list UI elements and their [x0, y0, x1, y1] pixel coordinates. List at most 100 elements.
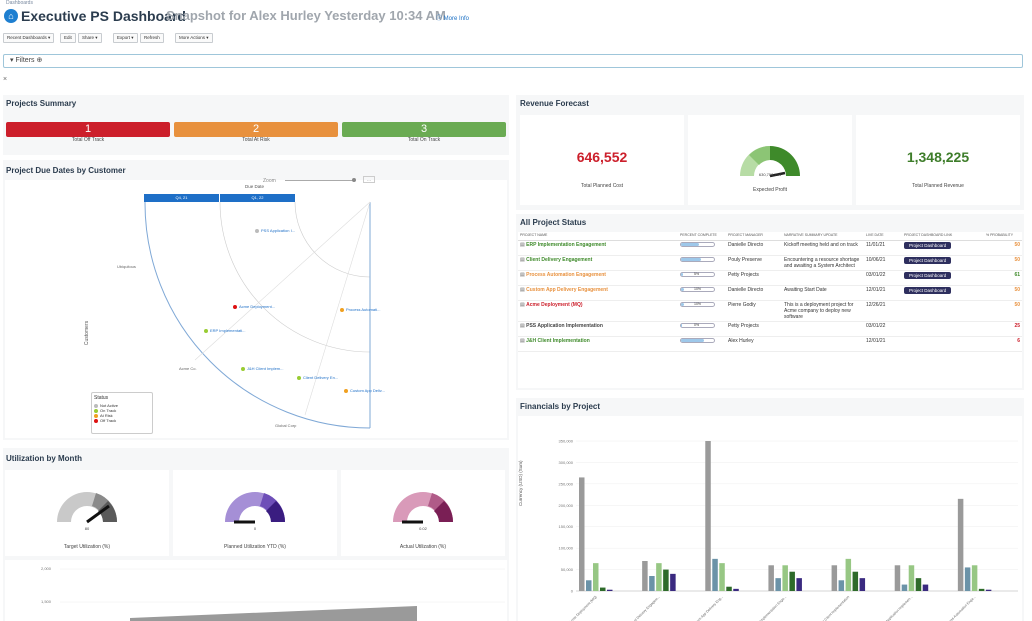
more-info-link[interactable]: ⓘ More Info — [436, 13, 469, 22]
financial-bar[interactable] — [719, 563, 725, 591]
table-row[interactable]: ▤ PSS Application Implementation 0% Petty … — [518, 321, 1022, 337]
table-row[interactable]: ▤ Process Automation Engagement 5% Petty P… — [518, 270, 1022, 286]
filters-bar[interactable]: ▾ Filters ⊕ — [3, 54, 1023, 68]
planned-revenue-card[interactable]: 1,348,225 Total Planned Revenue — [856, 115, 1020, 205]
financial-bar[interactable] — [656, 563, 662, 591]
zoom-slider[interactable] — [285, 180, 355, 181]
project-point[interactable]: PSS Application I... — [255, 228, 295, 233]
project-dashboard-button[interactable]: Project Dashboard — [904, 271, 952, 279]
column-header[interactable]: PROJECT NAME — [518, 232, 678, 241]
breadcrumb[interactable]: Dashboards — [6, 0, 33, 6]
column-header[interactable]: PROJECT DASHBOARD LINK — [902, 232, 984, 241]
kpi-at-risk[interactable]: 2 Total At Risk — [174, 122, 338, 143]
financial-bar[interactable] — [901, 584, 908, 591]
column-header[interactable]: % PROBABILITY — [984, 232, 1022, 241]
table-row[interactable]: ▤ Client Delivery Engagement Pouly Preser… — [518, 255, 1022, 271]
recent-dashboards-button[interactable]: Recent Dashboards ▾ — [3, 33, 55, 43]
legend-item[interactable]: Off Track — [94, 418, 150, 423]
project-name-link[interactable]: Acme Deployment (MQ) — [526, 301, 583, 308]
project-name-link[interactable]: J&H Client Implementation — [526, 337, 590, 344]
kpi-on-track[interactable]: 3 Total On Track — [342, 122, 506, 143]
project-name-cell[interactable]: ▤ Process Automation Engagement — [518, 270, 678, 286]
financial-bar[interactable] — [726, 586, 732, 591]
column-header[interactable]: PERCENT COMPLETE — [678, 232, 726, 241]
project-dashboard-button[interactable]: Project Dashboard — [904, 286, 952, 294]
planned-utilization-card[interactable]: 0 Planned Utilization YTD (%) — [173, 470, 337, 556]
financial-bar[interactable] — [733, 588, 739, 591]
project-name-link[interactable]: Custom App Delivery Engagement — [526, 286, 608, 293]
zoom-handle[interactable] — [352, 178, 356, 182]
financial-bar[interactable] — [789, 571, 795, 591]
kpi-off-track[interactable]: 1 Total Off Track — [6, 122, 170, 143]
financial-bar[interactable] — [705, 441, 711, 591]
table-row[interactable]: ▤ Acme Deployment (MQ) 10% Pierre Godiy Thi… — [518, 300, 1022, 322]
financial-bar[interactable] — [859, 578, 866, 591]
table-row[interactable]: ▤ J&H Client Implementation Alex Hurley 12… — [518, 336, 1022, 352]
actual-utilization-card[interactable]: 0.02 Actual Utilization (%) — [341, 470, 505, 556]
financial-bar[interactable] — [586, 580, 592, 591]
financial-bar[interactable] — [663, 569, 669, 591]
financial-bar[interactable] — [838, 580, 845, 591]
project-name-link[interactable]: ERP Implementation Engagement — [526, 241, 607, 248]
financial-bar[interactable] — [978, 588, 985, 591]
project-point[interactable]: Custom App Deliv... — [344, 388, 385, 393]
status-legend[interactable]: Status Not Active On Track At Risk Off T… — [91, 392, 153, 434]
project-name-cell[interactable]: ▤ Client Delivery Engagement — [518, 255, 678, 271]
table-row[interactable]: ▤ Custom App Delivery Engagement 10% Danie… — [518, 285, 1022, 301]
financial-bar[interactable] — [894, 565, 901, 591]
project-point[interactable]: Process Automati... — [340, 307, 380, 312]
project-dashboard-button[interactable]: Project Dashboard — [904, 256, 952, 264]
financial-bar[interactable] — [642, 561, 648, 591]
project-name-link[interactable]: Client Delivery Engagement — [526, 256, 593, 263]
financial-bar[interactable] — [670, 573, 676, 591]
financial-bar[interactable] — [600, 587, 606, 591]
financial-bar[interactable] — [593, 563, 599, 591]
export-button[interactable]: Export ▾ — [113, 33, 138, 43]
legend-item[interactable]: At Risk — [94, 413, 150, 418]
project-name-cell[interactable]: ▤ Acme Deployment (MQ) — [518, 300, 678, 322]
legend-item[interactable]: Not Active — [94, 403, 150, 408]
financial-bar[interactable] — [964, 567, 971, 591]
financial-bar[interactable] — [768, 565, 774, 591]
financial-bar[interactable] — [579, 477, 585, 591]
project-name-cell[interactable]: ▤ ERP Implementation Engagement — [518, 240, 678, 256]
legend-item[interactable]: On Track — [94, 408, 150, 413]
more-actions-button[interactable]: More Actions ▾ — [175, 33, 213, 43]
zoom-reset-button[interactable]: … — [363, 176, 375, 183]
financial-bar[interactable] — [985, 589, 992, 591]
financial-bar[interactable] — [922, 584, 929, 591]
financial-bar[interactable] — [831, 565, 838, 591]
financial-bar[interactable] — [782, 565, 788, 591]
financial-bar[interactable] — [971, 565, 978, 591]
refresh-button[interactable]: Refresh — [140, 33, 164, 43]
column-header[interactable]: LIVE DATE — [864, 232, 902, 241]
target-utilization-card[interactable]: 80 Target Utilization (%) — [5, 470, 169, 556]
column-header[interactable]: NARRATIVE SUMMARY UPDATE — [782, 232, 864, 241]
project-name-cell[interactable]: ▤ J&H Client Implementation — [518, 336, 678, 352]
financial-bar[interactable] — [775, 578, 781, 591]
planned-cost-card[interactable]: 646,552 Total Planned Cost — [520, 115, 684, 205]
financial-bar[interactable] — [908, 565, 915, 591]
project-name-cell[interactable]: ▤ PSS Application Implementation — [518, 321, 678, 337]
financial-bar[interactable] — [845, 558, 852, 591]
table-row[interactable]: ▤ ERP Implementation Engagement Danielle … — [518, 240, 1022, 256]
financial-bar[interactable] — [649, 576, 655, 591]
close-icon[interactable]: × — [3, 76, 8, 83]
project-point[interactable]: Client Delivery En... — [297, 375, 338, 380]
project-point[interactable]: ERP Implementati... — [204, 328, 246, 333]
financial-bar[interactable] — [607, 589, 613, 591]
project-name-link[interactable]: PSS Application Implementation — [526, 322, 603, 329]
share-button[interactable]: Share ▾ — [78, 33, 102, 43]
project-dashboard-button[interactable]: Project Dashboard — [904, 241, 952, 249]
financial-bar[interactable] — [712, 558, 718, 591]
column-header[interactable]: PROJECT MANAGER — [726, 232, 782, 241]
edit-button[interactable]: Edit — [60, 33, 76, 43]
financial-bar[interactable] — [957, 498, 964, 591]
project-name-link[interactable]: Process Automation Engagement — [526, 271, 606, 278]
project-point[interactable]: Acme Deployment... — [233, 304, 275, 309]
financial-bar[interactable] — [796, 578, 802, 591]
financial-bar[interactable] — [852, 571, 859, 591]
financial-bar[interactable] — [915, 578, 922, 591]
project-point[interactable]: J&H Client Implem... — [241, 366, 283, 371]
project-name-cell[interactable]: ▤ Custom App Delivery Engagement — [518, 285, 678, 301]
